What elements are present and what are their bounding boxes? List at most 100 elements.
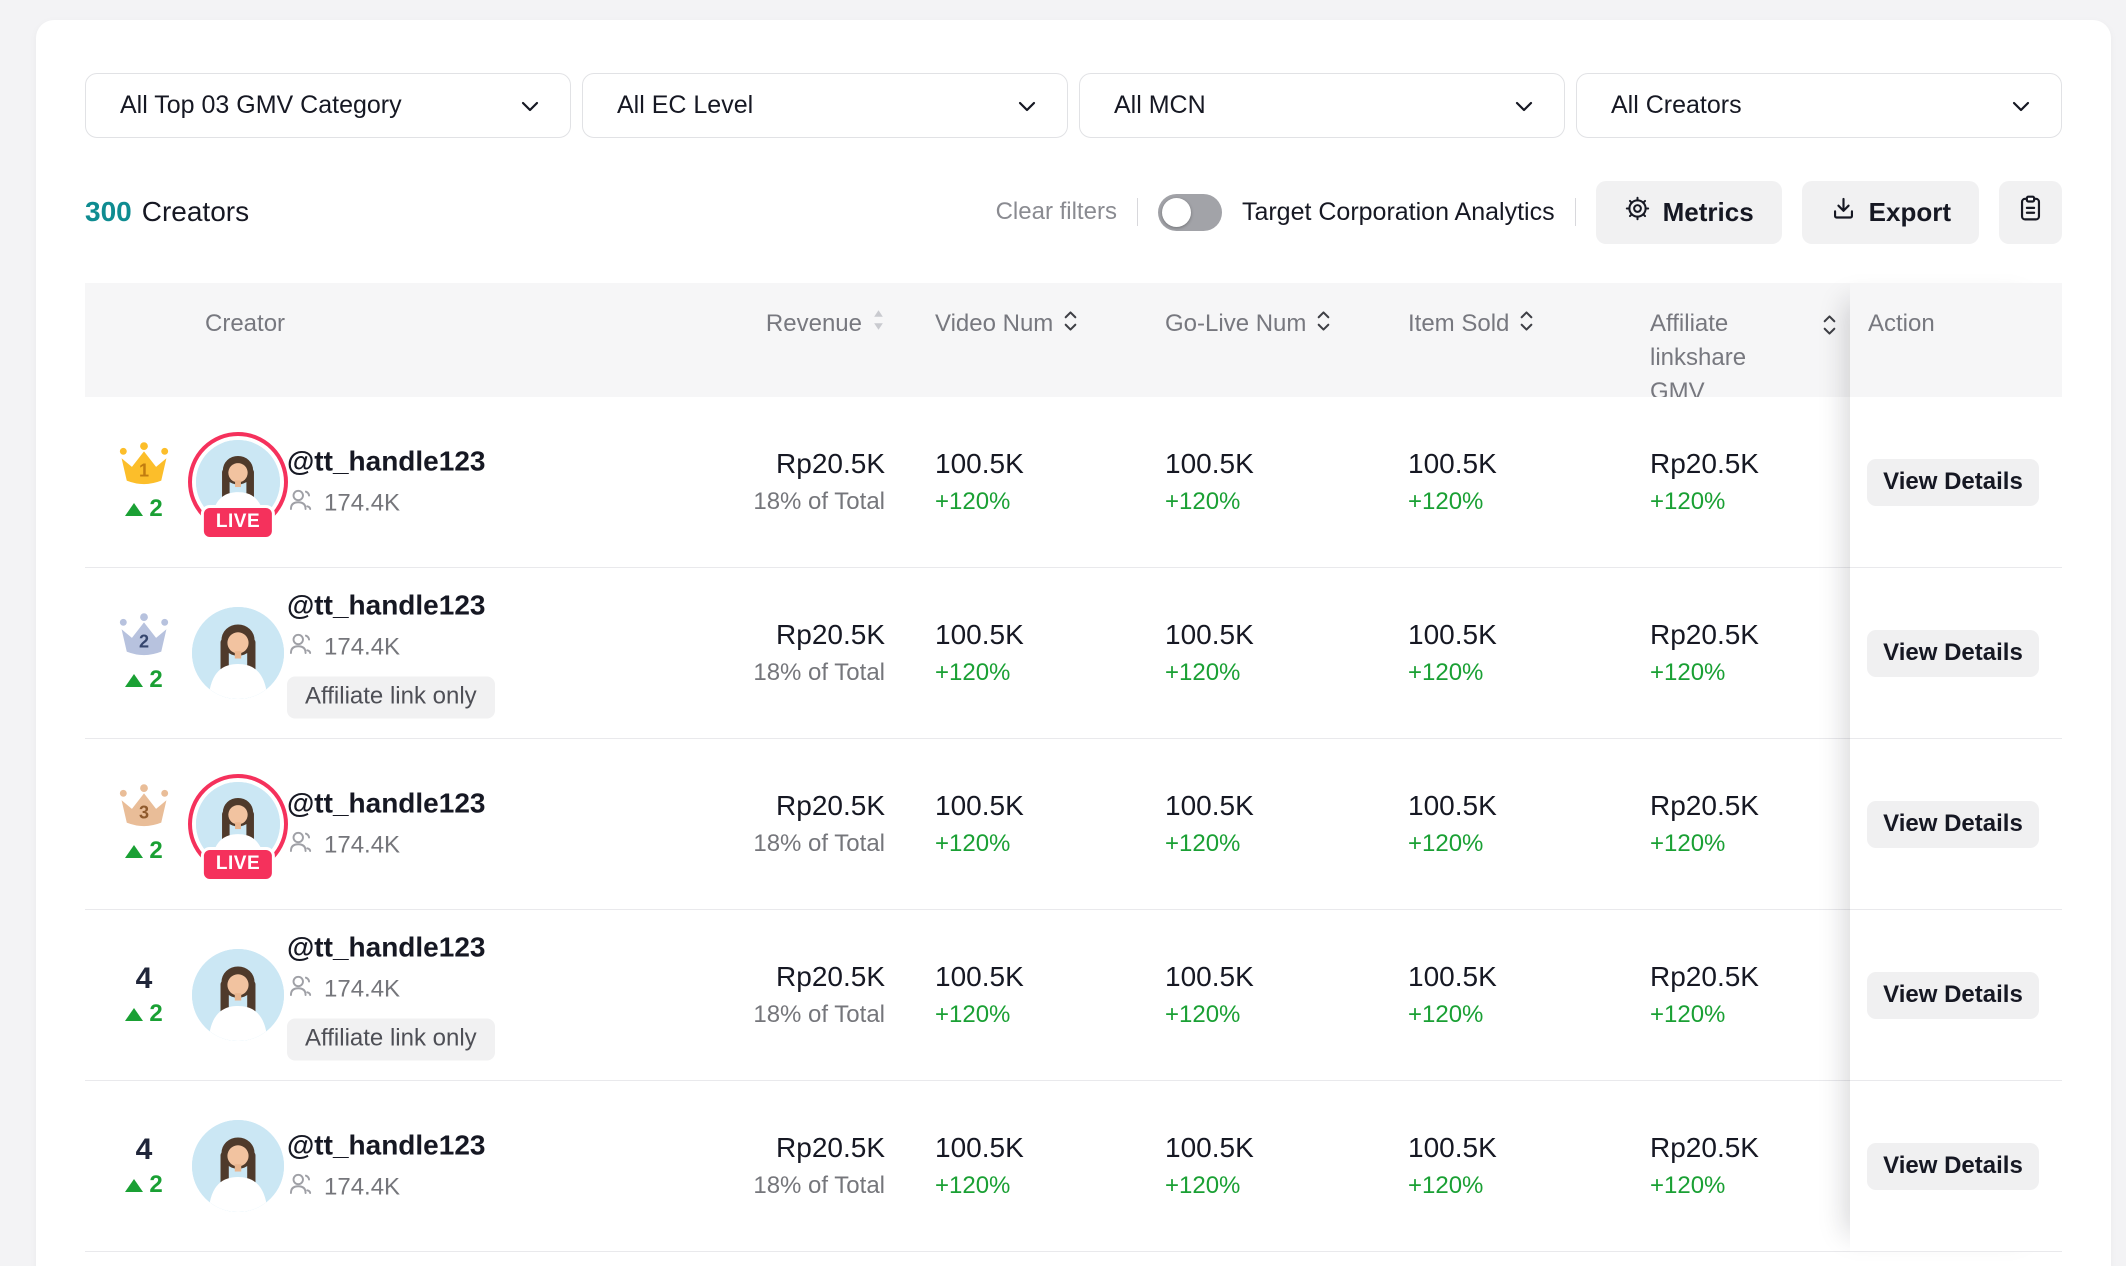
clear-filters-link[interactable]: Clear filters bbox=[995, 198, 1117, 225]
gmv-category-dropdown[interactable]: All Top 03 GMV Category bbox=[85, 73, 571, 138]
affiliate-gmv-value: Rp20.5K bbox=[1650, 1132, 1759, 1163]
video-num-change: +120% bbox=[935, 1172, 1011, 1199]
item-sold-cell: 100.5K +120% bbox=[1408, 787, 1497, 861]
revenue-subvalue: 18% of Total bbox=[753, 1001, 885, 1028]
rank-up-icon bbox=[125, 844, 144, 858]
view-details-button[interactable]: View Details bbox=[1867, 800, 2039, 848]
creator-handle[interactable]: @tt_handle123 bbox=[287, 589, 486, 621]
item-sold-cell: 100.5K +120% bbox=[1408, 1129, 1497, 1203]
creator-handle[interactable]: @tt_handle123 bbox=[287, 1129, 486, 1161]
rank-number: 4 bbox=[135, 1133, 153, 1166]
revenue-subvalue: 18% of Total bbox=[753, 488, 885, 515]
creator-handle[interactable]: @tt_handle123 bbox=[287, 931, 486, 963]
affiliate-gmv-value: Rp20.5K bbox=[1650, 961, 1759, 992]
golive-num-cell: 100.5K +120% bbox=[1165, 1129, 1254, 1203]
golive-num-value: 100.5K bbox=[1165, 619, 1254, 650]
dropdown-value: All Creators bbox=[1611, 91, 1742, 119]
sort-chevrons-icon[interactable] bbox=[1063, 307, 1078, 345]
header-item-sold[interactable]: Item Sold bbox=[1408, 307, 1534, 345]
ec-level-dropdown[interactable]: All EC Level bbox=[582, 73, 1068, 138]
affiliate-gmv-change: +120% bbox=[1650, 1172, 1726, 1199]
rank-change-value: 2 bbox=[149, 495, 163, 522]
follower-count: 174.4K bbox=[324, 1173, 401, 1201]
follower-count: 174.4K bbox=[324, 633, 401, 661]
avatar-cell bbox=[188, 603, 288, 703]
header-video-num[interactable]: Video Num bbox=[935, 307, 1078, 345]
mcn-dropdown[interactable]: All MCN bbox=[1079, 73, 1565, 138]
creator-avatar-image bbox=[192, 1120, 284, 1212]
toolbar: 300 Creators Clear filters Target Corpor… bbox=[85, 180, 2062, 244]
table-header: Creator Revenue Video Num Go-Live Num bbox=[85, 283, 2062, 405]
rank-up-icon bbox=[125, 502, 144, 516]
header-golive-num[interactable]: Go-Live Num bbox=[1165, 307, 1331, 345]
export-button[interactable]: Export bbox=[1801, 180, 1979, 244]
video-num-value: 100.5K bbox=[935, 448, 1024, 479]
chevron-down-icon bbox=[518, 94, 542, 118]
affiliate-gmv-value: Rp20.5K bbox=[1650, 790, 1759, 821]
sort-chevrons-icon[interactable] bbox=[1519, 307, 1534, 345]
creator-handle[interactable]: @tt_handle123 bbox=[287, 445, 486, 477]
svg-text:3: 3 bbox=[139, 802, 149, 822]
svg-text:1: 1 bbox=[139, 460, 149, 480]
revenue-value: Rp20.5K bbox=[776, 619, 885, 650]
golive-num-change: +120% bbox=[1165, 659, 1241, 686]
dropdown-value: All MCN bbox=[1114, 91, 1206, 119]
view-details-button[interactable]: View Details bbox=[1867, 1142, 2039, 1190]
table-row: 4 4 2 bbox=[85, 1081, 2062, 1252]
affiliate-gmv-cell: Rp20.5K +120% bbox=[1650, 616, 1759, 690]
rank-crown-icon: 1 bbox=[119, 442, 169, 485]
creators-dropdown[interactable]: All Creators bbox=[1576, 73, 2062, 138]
avatar[interactable] bbox=[188, 603, 288, 703]
avatar[interactable] bbox=[188, 1116, 288, 1216]
rank-cell: 4 4 2 bbox=[85, 1133, 203, 1199]
target-analytics-toggle-label: Target Corporation Analytics bbox=[1241, 197, 1555, 226]
follower-count: 174.4K bbox=[324, 489, 401, 517]
followers-icon bbox=[287, 487, 314, 521]
avatar[interactable] bbox=[188, 945, 288, 1045]
header-affiliate-gmv[interactable]: Affiliate linkshare GMV bbox=[1650, 307, 1836, 409]
target-analytics-toggle[interactable] bbox=[1157, 193, 1222, 231]
rank-change: 2 bbox=[125, 666, 163, 694]
table-body: 1 1 2 bbox=[85, 397, 2062, 1252]
affiliate-gmv-cell: Rp20.5K +120% bbox=[1650, 958, 1759, 1032]
video-num-value: 100.5K bbox=[935, 619, 1024, 650]
affiliate-gmv-value: Rp20.5K bbox=[1650, 619, 1759, 650]
video-num-change: +120% bbox=[935, 830, 1011, 857]
table-row: 1 1 2 bbox=[85, 397, 2062, 568]
video-num-value: 100.5K bbox=[935, 1132, 1024, 1163]
rank-up-icon bbox=[125, 673, 144, 687]
golive-num-change: +120% bbox=[1165, 830, 1241, 857]
affiliate-gmv-cell: Rp20.5K +120% bbox=[1650, 787, 1759, 861]
chevron-down-icon bbox=[1015, 94, 1039, 118]
creator-handle[interactable]: @tt_handle123 bbox=[287, 787, 486, 819]
revenue-subvalue: 18% of Total bbox=[753, 830, 885, 857]
revenue-value: Rp20.5K bbox=[776, 1132, 885, 1163]
toggle-knob bbox=[1161, 197, 1191, 227]
creator-info-cell: @tt_handle123 174.4K bbox=[287, 444, 485, 521]
revenue-cell: Rp20.5K 18% of Total bbox=[625, 958, 885, 1032]
sort-triangles-icon[interactable] bbox=[872, 307, 885, 343]
view-details-button[interactable]: View Details bbox=[1867, 629, 2039, 677]
rank-change: 2 bbox=[125, 837, 163, 865]
revenue-value: Rp20.5K bbox=[776, 448, 885, 479]
rank-number: 4 bbox=[135, 962, 153, 995]
download-icon bbox=[1830, 195, 1857, 229]
copy-report-button[interactable] bbox=[1999, 180, 2062, 244]
rank-change-value: 2 bbox=[149, 1000, 163, 1027]
golive-num-value: 100.5K bbox=[1165, 1132, 1254, 1163]
golive-num-change: +120% bbox=[1165, 488, 1241, 515]
table-row: 4 4 2 bbox=[85, 910, 2062, 1081]
dropdown-value: All EC Level bbox=[617, 91, 754, 119]
view-details-button[interactable]: View Details bbox=[1867, 971, 2039, 1019]
rank-cell: 3 3 2 bbox=[85, 783, 203, 865]
golive-num-change: +120% bbox=[1165, 1001, 1241, 1028]
metrics-button[interactable]: Metrics bbox=[1595, 180, 1782, 244]
view-details-button[interactable]: View Details bbox=[1867, 458, 2039, 506]
header-action: Action bbox=[1868, 310, 1935, 337]
sort-chevrons-icon[interactable] bbox=[1316, 307, 1331, 345]
action-cell: View Details bbox=[1850, 1081, 2062, 1251]
revenue-cell: Rp20.5K 18% of Total bbox=[625, 445, 885, 519]
header-revenue[interactable]: Revenue bbox=[625, 307, 885, 343]
sort-chevrons-icon[interactable] bbox=[1822, 311, 1837, 349]
action-cell: View Details bbox=[1850, 910, 2062, 1080]
